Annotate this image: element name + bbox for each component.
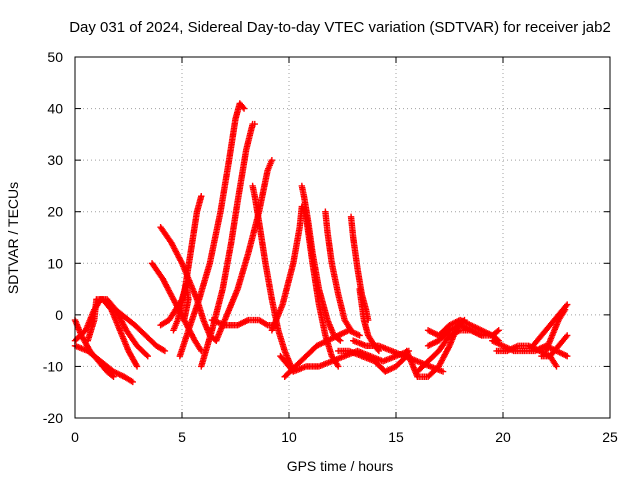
data-point <box>268 156 276 164</box>
x-tick-label: 25 <box>602 429 618 445</box>
x-axis-label: GPS time / hours <box>287 458 394 474</box>
series-arc-07 <box>157 223 220 344</box>
series-arc-11 <box>198 120 258 370</box>
data-point-marker <box>494 328 501 335</box>
x-tick-label: 10 <box>281 429 297 445</box>
x-tick-label: 15 <box>388 429 404 445</box>
x-tick-label: 5 <box>178 429 186 445</box>
y-tick-label: -10 <box>43 358 63 374</box>
series-arc-04 <box>71 342 136 386</box>
data-point-marker <box>133 361 140 369</box>
series-arc-14 <box>249 182 295 370</box>
series-arc-30 <box>529 301 571 349</box>
data-point <box>495 327 502 334</box>
plot-frame <box>74 56 611 419</box>
y-tick-label: -20 <box>43 410 63 426</box>
x-tick-label: 20 <box>495 429 511 445</box>
y-tick-label: 20 <box>47 204 63 220</box>
data-point-marker <box>562 302 570 310</box>
data-point <box>564 301 571 308</box>
data-series <box>71 100 571 386</box>
series-arc-22 <box>335 347 410 375</box>
data-point <box>144 352 151 360</box>
series-arc-32 <box>538 332 571 360</box>
y-tick-label: 30 <box>47 152 63 168</box>
data-point <box>335 363 342 370</box>
data-point-marker <box>562 333 570 340</box>
series-arc-13 <box>208 316 280 329</box>
data-point-marker <box>160 346 167 354</box>
data-point-marker <box>128 377 135 385</box>
series-arc-29 <box>493 342 560 370</box>
data-point-marker <box>262 321 270 328</box>
data-point <box>478 332 485 339</box>
series-arc-09 <box>170 193 205 334</box>
y-tick-label: 0 <box>55 307 63 323</box>
y-axis-label: SDTVAR / TECUs <box>5 182 21 294</box>
series-arc-27 <box>424 321 485 349</box>
data-point <box>337 337 344 344</box>
chart-title: Day 031 of 2024, Sidereal Day-to-day VTE… <box>69 19 611 36</box>
data-point <box>161 347 169 355</box>
data-point-marker <box>143 351 150 359</box>
series-arc-05 <box>106 301 169 355</box>
series-arc-10 <box>176 100 248 360</box>
y-tick-label: 50 <box>47 49 63 65</box>
data-point-marker <box>239 104 247 111</box>
y-tick-label: 10 <box>47 255 63 271</box>
x-tick-label: 0 <box>71 429 79 445</box>
data-point <box>553 363 560 370</box>
data-point <box>561 306 569 313</box>
data-point <box>198 193 205 200</box>
series-arc-21 <box>281 327 363 380</box>
series-arc-31 <box>542 306 569 355</box>
data-point <box>180 316 188 324</box>
data-point <box>356 332 363 339</box>
data-point <box>240 105 248 112</box>
series-arc-23 <box>350 337 447 375</box>
axis-ticks: 0 5 10 15 20 25 -20 -10 0 10 20 30 40 50 <box>43 49 618 445</box>
data-point <box>251 120 258 128</box>
data-point <box>564 332 571 339</box>
data-point <box>133 363 141 370</box>
y-tick-label: 40 <box>47 101 63 117</box>
data-point <box>564 352 571 360</box>
data-point <box>439 368 447 375</box>
data-point <box>129 378 136 386</box>
